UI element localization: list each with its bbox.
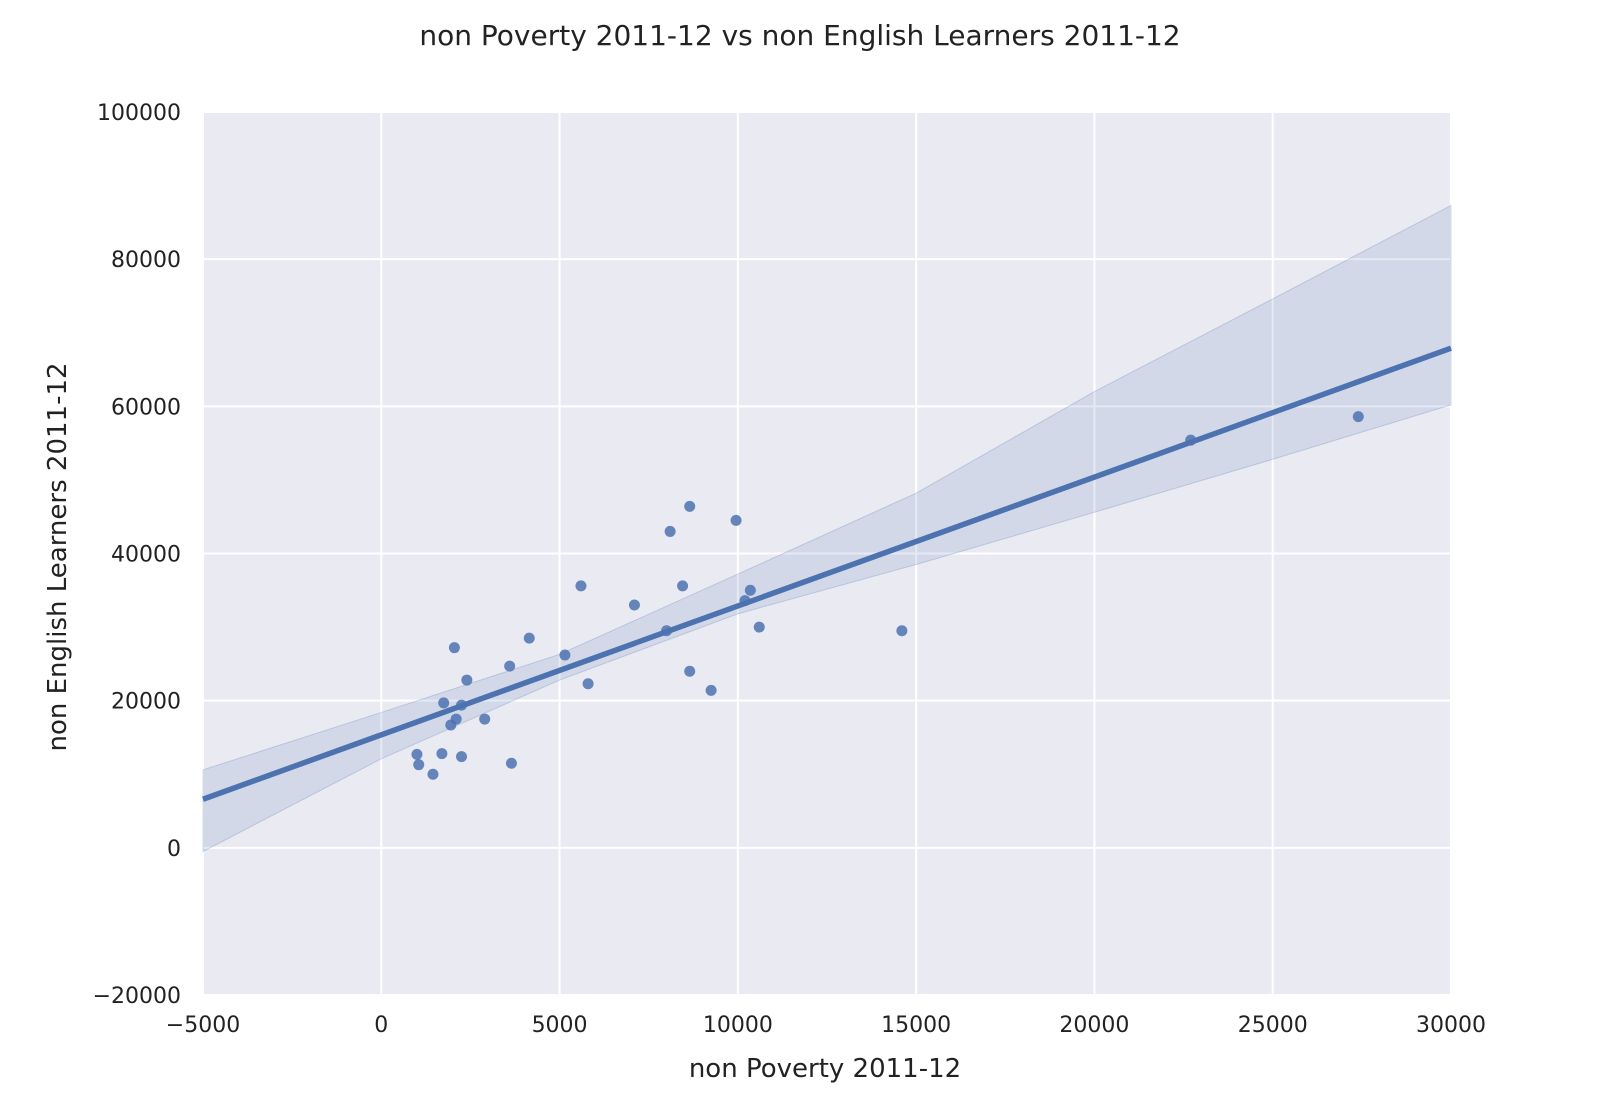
y-tick-label: 40000 xyxy=(111,543,181,568)
data-point xyxy=(896,625,908,637)
data-point xyxy=(628,599,640,611)
chart-title: non Poverty 2011-12 vs non English Learn… xyxy=(419,19,1180,52)
data-point xyxy=(461,674,473,686)
x-tick-label: 15000 xyxy=(881,1013,951,1038)
regression-line-path xyxy=(202,345,1452,802)
x-tick-label: 0 xyxy=(374,1013,388,1038)
data-point xyxy=(753,621,765,633)
data-points xyxy=(411,411,1364,780)
x-tick-label: 25000 xyxy=(1238,1013,1308,1038)
data-point xyxy=(677,580,689,592)
y-tick-label: 60000 xyxy=(111,395,181,420)
data-point xyxy=(438,697,450,709)
data-point xyxy=(413,759,425,771)
data-point xyxy=(456,751,468,763)
y-tick-label: 20000 xyxy=(111,690,181,715)
data-point xyxy=(739,595,751,607)
data-point xyxy=(436,748,448,760)
data-point xyxy=(411,748,423,760)
x-tick-label: 5000 xyxy=(532,1013,588,1038)
data-point xyxy=(1185,434,1197,446)
data-point xyxy=(664,525,676,537)
data-point xyxy=(479,713,491,725)
data-point xyxy=(684,500,696,512)
y-axis-label: non English Learners 2011-12 xyxy=(43,362,73,751)
data-point xyxy=(730,514,742,526)
data-point xyxy=(705,684,717,696)
data-point xyxy=(523,632,535,644)
x-tick-label: −5000 xyxy=(166,1013,240,1038)
y-tick-label: 100000 xyxy=(97,101,181,126)
x-tick-label: 10000 xyxy=(703,1013,773,1038)
data-point xyxy=(448,642,460,654)
data-point xyxy=(575,580,587,592)
y-tick-label: 80000 xyxy=(111,248,181,273)
x-tick-label: 20000 xyxy=(1059,1013,1129,1038)
y-tick-label: −20000 xyxy=(93,984,181,1009)
data-point xyxy=(559,649,571,661)
data-point xyxy=(427,768,439,780)
regression-line xyxy=(202,345,1452,802)
confidence-band xyxy=(202,204,1452,853)
data-point xyxy=(505,757,517,769)
x-axis-ticks: −5000 0 5000 10000 15000 20000 25000 30000 xyxy=(166,1013,1486,1038)
grid xyxy=(202,111,1452,996)
x-tick-label: 30000 xyxy=(1416,1013,1486,1038)
y-tick-label: 0 xyxy=(167,837,181,862)
data-point xyxy=(582,678,594,690)
x-axis-label: non Poverty 2011-12 xyxy=(689,1054,961,1084)
y-axis-ticks: −20000 0 20000 40000 60000 80000 100000 xyxy=(93,101,181,1009)
confidence-band-area xyxy=(202,204,1452,853)
data-point xyxy=(744,584,756,596)
data-point xyxy=(1352,411,1364,423)
data-point xyxy=(684,665,696,677)
data-point xyxy=(661,625,673,637)
data-point xyxy=(450,713,462,725)
data-point xyxy=(456,699,468,711)
data-point xyxy=(504,660,516,672)
